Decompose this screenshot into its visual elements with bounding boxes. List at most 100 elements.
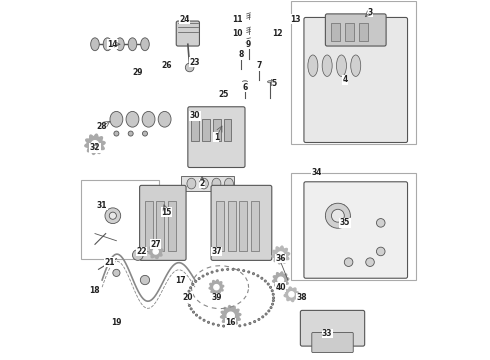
FancyBboxPatch shape bbox=[176, 21, 199, 46]
Circle shape bbox=[252, 273, 255, 275]
Circle shape bbox=[244, 324, 246, 326]
Circle shape bbox=[267, 283, 270, 285]
Circle shape bbox=[187, 294, 189, 296]
Circle shape bbox=[203, 319, 205, 321]
FancyBboxPatch shape bbox=[304, 18, 408, 143]
Circle shape bbox=[188, 305, 191, 306]
Bar bbox=[239, 202, 247, 251]
Circle shape bbox=[211, 271, 213, 273]
Circle shape bbox=[270, 286, 271, 288]
Bar bbox=[331, 23, 340, 41]
Text: 18: 18 bbox=[90, 286, 100, 295]
Circle shape bbox=[105, 208, 121, 224]
Circle shape bbox=[217, 324, 220, 326]
Text: 40: 40 bbox=[275, 283, 286, 292]
Circle shape bbox=[253, 320, 256, 323]
FancyBboxPatch shape bbox=[304, 182, 408, 278]
Polygon shape bbox=[220, 306, 241, 326]
Text: 20: 20 bbox=[183, 293, 193, 302]
Circle shape bbox=[325, 203, 350, 228]
Text: 32: 32 bbox=[90, 143, 100, 152]
FancyBboxPatch shape bbox=[140, 185, 186, 260]
Polygon shape bbox=[289, 292, 294, 297]
Text: 23: 23 bbox=[190, 58, 200, 67]
Circle shape bbox=[187, 301, 189, 303]
Text: 2: 2 bbox=[199, 179, 205, 188]
Bar bbox=[213, 119, 220, 141]
Text: 34: 34 bbox=[311, 168, 322, 177]
Circle shape bbox=[216, 270, 218, 272]
Ellipse shape bbox=[141, 38, 149, 51]
Text: 31: 31 bbox=[97, 201, 107, 210]
Circle shape bbox=[109, 212, 117, 219]
Circle shape bbox=[190, 308, 192, 310]
Ellipse shape bbox=[243, 81, 247, 83]
Circle shape bbox=[185, 63, 194, 72]
Circle shape bbox=[114, 131, 119, 136]
Text: 7: 7 bbox=[257, 61, 262, 70]
Circle shape bbox=[376, 247, 385, 256]
Ellipse shape bbox=[103, 38, 112, 51]
Circle shape bbox=[222, 325, 225, 327]
Bar bbox=[202, 119, 210, 141]
Circle shape bbox=[265, 313, 267, 315]
Circle shape bbox=[366, 258, 374, 266]
Bar bbox=[223, 119, 231, 141]
Text: 27: 27 bbox=[150, 240, 161, 249]
Circle shape bbox=[207, 321, 210, 323]
Bar bbox=[145, 202, 153, 251]
Bar bbox=[192, 119, 199, 141]
Circle shape bbox=[202, 275, 204, 277]
Ellipse shape bbox=[257, 63, 262, 65]
Text: 24: 24 bbox=[179, 15, 190, 24]
Text: 36: 36 bbox=[275, 254, 286, 263]
Text: 12: 12 bbox=[272, 29, 282, 38]
Text: 35: 35 bbox=[340, 219, 350, 228]
Text: 19: 19 bbox=[111, 318, 122, 327]
Text: 38: 38 bbox=[297, 293, 307, 302]
Circle shape bbox=[376, 219, 385, 227]
Polygon shape bbox=[284, 287, 299, 302]
Polygon shape bbox=[92, 141, 98, 148]
Text: 5: 5 bbox=[271, 79, 276, 88]
Text: 39: 39 bbox=[211, 293, 221, 302]
Ellipse shape bbox=[246, 41, 251, 44]
Bar bbox=[81, 180, 159, 258]
Circle shape bbox=[232, 268, 234, 270]
Text: 33: 33 bbox=[322, 329, 332, 338]
Circle shape bbox=[198, 278, 200, 280]
Circle shape bbox=[247, 271, 250, 273]
Circle shape bbox=[128, 131, 133, 136]
Bar bbox=[168, 202, 176, 251]
Ellipse shape bbox=[110, 111, 123, 127]
Ellipse shape bbox=[239, 52, 244, 54]
Circle shape bbox=[195, 280, 197, 283]
Circle shape bbox=[272, 300, 274, 302]
Circle shape bbox=[239, 325, 241, 327]
Ellipse shape bbox=[308, 55, 318, 76]
Circle shape bbox=[331, 209, 344, 222]
Text: 11: 11 bbox=[233, 15, 243, 24]
Text: 9: 9 bbox=[246, 40, 251, 49]
Ellipse shape bbox=[187, 178, 196, 189]
Polygon shape bbox=[227, 312, 234, 319]
Ellipse shape bbox=[268, 81, 272, 83]
Text: 10: 10 bbox=[233, 29, 243, 38]
Circle shape bbox=[196, 314, 197, 316]
Ellipse shape bbox=[91, 38, 99, 51]
Circle shape bbox=[264, 280, 267, 282]
Text: 22: 22 bbox=[136, 247, 147, 256]
Text: 37: 37 bbox=[211, 247, 222, 256]
Bar bbox=[345, 23, 354, 41]
Bar bbox=[359, 23, 368, 41]
Text: 6: 6 bbox=[243, 83, 247, 92]
Circle shape bbox=[257, 275, 259, 277]
Text: 14: 14 bbox=[108, 40, 118, 49]
Polygon shape bbox=[272, 246, 290, 264]
FancyBboxPatch shape bbox=[211, 185, 272, 260]
Circle shape bbox=[199, 317, 201, 319]
Bar bbox=[292, 173, 416, 280]
Ellipse shape bbox=[128, 38, 137, 51]
Polygon shape bbox=[85, 134, 105, 154]
Circle shape bbox=[270, 306, 272, 309]
